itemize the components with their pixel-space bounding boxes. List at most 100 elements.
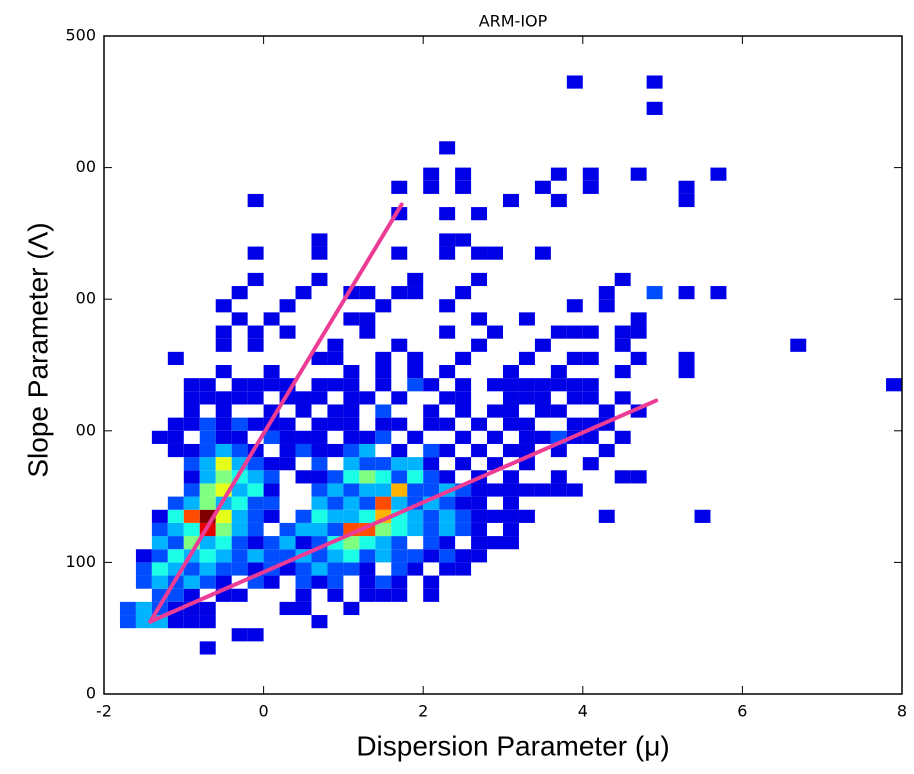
bin	[790, 338, 807, 352]
bin	[279, 601, 296, 616]
y-tick-label: 100	[65, 552, 96, 571]
bin	[167, 549, 184, 563]
bin	[359, 470, 376, 484]
bin	[343, 601, 360, 616]
bin	[582, 391, 599, 405]
bin	[614, 338, 631, 352]
bin	[407, 549, 424, 563]
bin	[135, 575, 152, 589]
bin	[247, 246, 264, 260]
bin	[151, 430, 168, 444]
bin	[646, 286, 663, 300]
bin	[183, 378, 200, 392]
bin	[614, 365, 631, 379]
bin	[215, 549, 232, 563]
bin	[518, 351, 535, 365]
bin	[391, 496, 408, 510]
bin	[646, 101, 663, 115]
guide-line	[148, 398, 659, 624]
bin	[455, 391, 472, 405]
y-tick-label: 00	[76, 157, 96, 176]
bin	[295, 286, 312, 300]
bin	[614, 325, 631, 339]
bin	[471, 338, 488, 352]
bin	[518, 312, 535, 326]
bin	[311, 351, 328, 365]
bin	[503, 378, 519, 392]
bin	[471, 522, 488, 537]
bin	[231, 286, 248, 300]
bin	[295, 443, 312, 458]
bin	[343, 496, 360, 510]
bin	[471, 483, 488, 497]
bin	[199, 483, 216, 497]
bin	[550, 193, 567, 208]
bin	[550, 443, 567, 458]
bin	[327, 575, 344, 589]
bin	[343, 509, 360, 523]
bin	[598, 404, 615, 418]
bin	[375, 536, 392, 550]
bin	[534, 483, 551, 497]
bin	[311, 443, 328, 458]
bin	[598, 509, 615, 523]
bin	[471, 246, 488, 260]
bin	[199, 496, 216, 510]
bin	[215, 470, 232, 484]
bin	[455, 180, 472, 194]
bin	[471, 312, 488, 326]
bin	[231, 509, 248, 523]
bin	[215, 417, 232, 431]
bin	[231, 483, 248, 497]
bin	[391, 470, 408, 484]
bin	[598, 443, 615, 458]
bin	[391, 417, 408, 431]
bin	[215, 299, 232, 313]
bin	[518, 430, 535, 444]
bin	[247, 470, 264, 484]
bin	[455, 404, 472, 418]
bin	[183, 443, 200, 458]
bin	[710, 167, 727, 181]
bin	[391, 562, 408, 576]
y-tick-label: 00	[76, 289, 96, 308]
x-axis-label: Dispersion Parameter (μ)	[356, 730, 669, 761]
bin	[471, 509, 488, 523]
bin	[183, 562, 200, 576]
bin	[231, 391, 248, 405]
bin	[311, 430, 328, 444]
bin	[534, 378, 551, 392]
bin	[119, 615, 136, 629]
bin	[582, 180, 599, 194]
bin	[247, 628, 264, 642]
bin	[407, 286, 424, 300]
bin	[359, 575, 376, 589]
bin	[423, 457, 440, 471]
bin	[391, 575, 408, 589]
bin	[550, 470, 567, 484]
bin	[231, 588, 248, 602]
bin	[566, 75, 583, 89]
bin	[423, 575, 440, 589]
bin	[582, 378, 599, 392]
bin	[199, 378, 216, 392]
bin	[199, 443, 216, 458]
bin	[151, 536, 168, 550]
bin	[455, 509, 472, 523]
bin	[359, 325, 376, 339]
bin	[215, 338, 232, 352]
bin	[439, 549, 456, 563]
bin	[247, 509, 264, 523]
bin	[503, 417, 519, 431]
bin	[439, 325, 456, 339]
bin	[183, 575, 200, 589]
bin	[119, 601, 136, 616]
bin	[391, 338, 408, 352]
bin	[407, 272, 424, 287]
bin	[391, 180, 408, 194]
bin	[167, 496, 184, 510]
bin	[359, 496, 376, 510]
bin	[375, 404, 392, 418]
bin	[423, 470, 440, 484]
bin	[263, 509, 280, 523]
